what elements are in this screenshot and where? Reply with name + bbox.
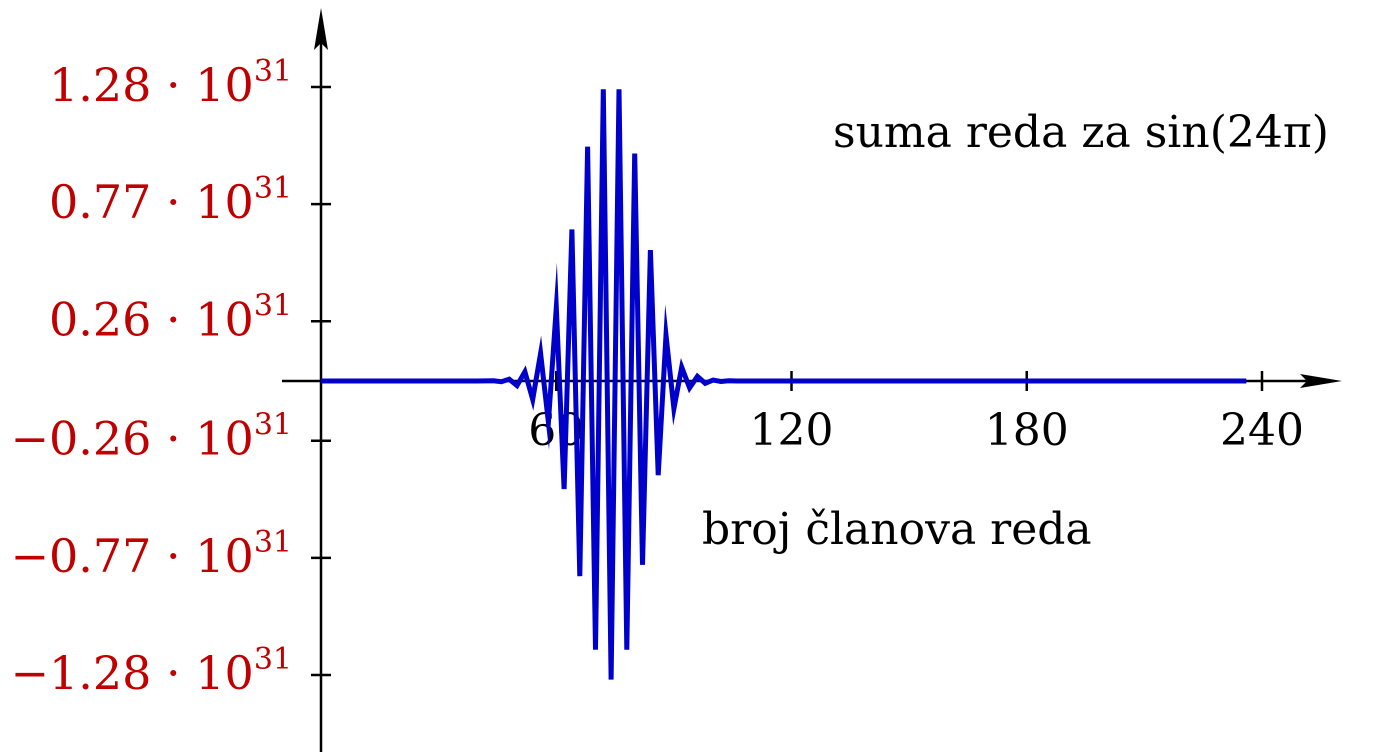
y-tick-label: 0.26 · 1031 bbox=[49, 288, 292, 346]
annotation-axis-label: broj članova reda bbox=[702, 504, 1092, 555]
y-tick-label: 1.28 · 1031 bbox=[49, 54, 292, 112]
y-tick-label: −1.28 · 1031 bbox=[10, 642, 292, 700]
y-tick-mantissa: −0.77 · 10 bbox=[10, 529, 253, 583]
y-tick-exponent: 31 bbox=[254, 171, 292, 206]
series-layer bbox=[321, 89, 1247, 680]
y-axis-arrow bbox=[314, 8, 328, 50]
y-tick-mantissa: 0.26 · 10 bbox=[49, 292, 254, 346]
y-tick-exponent: 31 bbox=[254, 288, 292, 323]
annotation-series-label: suma reda za sin(24π) bbox=[833, 107, 1329, 158]
x-tick-label: 120 bbox=[750, 405, 834, 456]
x-tick-label: 180 bbox=[985, 405, 1069, 456]
y-tick-label: −0.77 · 1031 bbox=[10, 525, 292, 583]
y-tick-exponent: 31 bbox=[254, 54, 292, 89]
y-tick-exponent: 31 bbox=[254, 408, 292, 443]
y-tick-label: −0.26 · 1031 bbox=[10, 408, 292, 466]
y-tick-mantissa: −0.26 · 10 bbox=[10, 412, 253, 466]
y-tick-label: 0.77 · 1031 bbox=[49, 171, 292, 229]
y-tick-exponent: 31 bbox=[254, 525, 292, 560]
y-tick-exponent: 31 bbox=[254, 642, 292, 677]
x-axis-arrow bbox=[1300, 374, 1342, 388]
y-tick-mantissa: 1.28 · 10 bbox=[49, 58, 254, 112]
y-tick-mantissa: 0.77 · 10 bbox=[49, 175, 254, 229]
series-line bbox=[321, 89, 1247, 680]
y-tick-mantissa: −1.28 · 10 bbox=[10, 646, 253, 700]
x-tick-label: 240 bbox=[1220, 405, 1304, 456]
